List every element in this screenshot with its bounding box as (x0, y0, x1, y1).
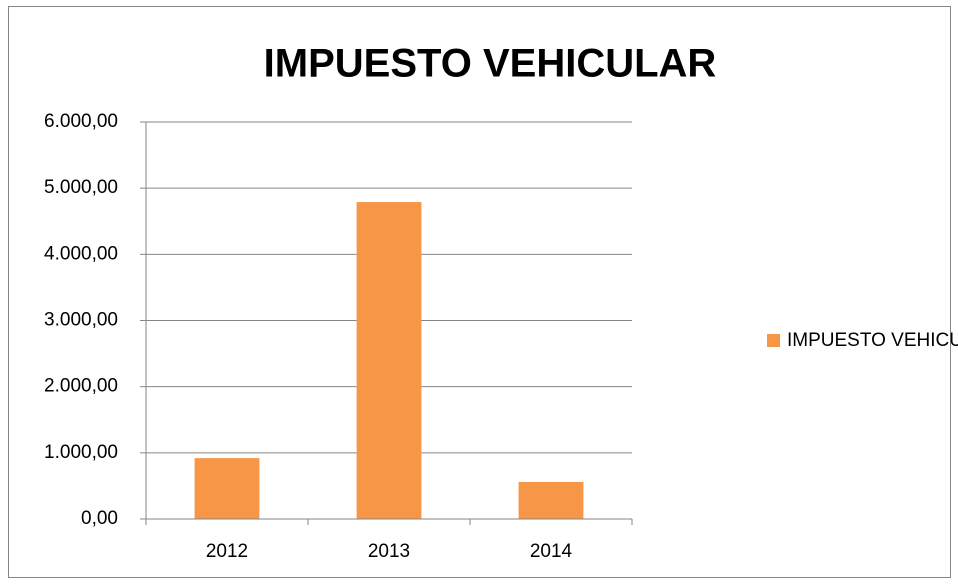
y-tick-label: 3.000,00 (44, 310, 118, 331)
y-tick-label: 6.000,00 (44, 111, 118, 132)
y-tick-label: 0,00 (81, 508, 118, 529)
legend-label: IMPUESTO VEHICULAR (787, 330, 958, 351)
x-tick-label: 2013 (368, 541, 410, 562)
bar (194, 458, 260, 519)
bar (356, 202, 422, 520)
x-tick-label: 2014 (530, 541, 573, 562)
y-tick-label: 1.000,00 (44, 442, 118, 463)
y-tick-label: 2.000,00 (44, 376, 118, 397)
y-tick-label: 4.000,00 (44, 243, 118, 264)
chart-title: IMPUESTO VEHICULAR (264, 42, 717, 86)
bar (518, 481, 584, 519)
x-tick-label: 2012 (206, 541, 248, 562)
y-tick-label: 5.000,00 (44, 177, 118, 198)
chart-border (8, 6, 951, 578)
legend-swatch (767, 334, 780, 347)
